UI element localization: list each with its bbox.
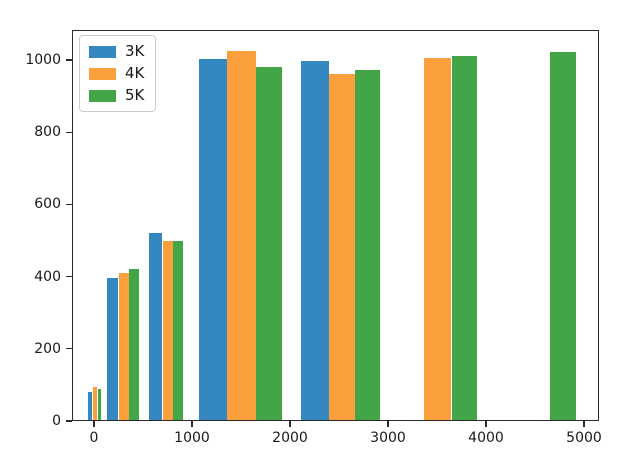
- bar-4k-x10: [93, 386, 97, 420]
- bar-4k-x756: [163, 240, 174, 420]
- legend: 3K 4K 5K: [79, 35, 157, 112]
- legend-item-4k: 4K: [89, 66, 144, 81]
- bar-4k-x2531: [329, 74, 355, 420]
- x-tick-mark: [191, 421, 193, 427]
- x-tick-label: 2000: [272, 430, 308, 446]
- y-tick-mark: [66, 59, 72, 61]
- y-tick-mark: [66, 275, 72, 278]
- y-tick-mark: [66, 203, 72, 206]
- legend-label-4k: 4K: [125, 64, 145, 82]
- y-tick-label: 1000: [25, 52, 61, 68]
- bar-3k-x193: [107, 278, 119, 420]
- bar-5k-x57: [97, 388, 102, 420]
- y-tick-label: 200: [34, 340, 61, 357]
- x-tick-mark: [93, 421, 95, 427]
- bar-5k-x2788: [354, 70, 380, 420]
- y-tick-label: 400: [34, 268, 61, 285]
- x-tick-label: 4000: [468, 430, 504, 446]
- x-tick-mark: [583, 421, 585, 427]
- x-tick-mark: [485, 421, 487, 427]
- bar-4k-x3507: [424, 58, 452, 420]
- legend-swatch-4k: [89, 67, 116, 80]
- y-tick-label: 0: [52, 413, 61, 429]
- x-tick-mark: [387, 421, 389, 427]
- y-tick-label: 800: [34, 124, 61, 141]
- bar-5k-x4784: [549, 52, 576, 420]
- y-tick-mark: [66, 420, 72, 422]
- legend-item-5k: 5K: [89, 88, 144, 103]
- legend-swatch-3k: [89, 45, 116, 58]
- bar-3k-x2253: [301, 60, 329, 420]
- y-tick-mark: [66, 131, 72, 133]
- y-tick-mark: [66, 348, 72, 350]
- y-tick-label: 600: [34, 196, 61, 213]
- legend-swatch-5k: [89, 89, 116, 102]
- bar-3k-x1220: [199, 59, 228, 420]
- bar-5k-x3780: [451, 55, 478, 420]
- legend-label-3k: 3K: [125, 42, 145, 60]
- bar-3k-x-42: [88, 392, 92, 420]
- x-tick-mark: [289, 421, 291, 427]
- bar-5k-x1784: [255, 67, 283, 420]
- x-tick-label: 3000: [370, 430, 406, 446]
- bar-5k-x858: [173, 240, 184, 420]
- x-tick-label: 1000: [174, 430, 210, 446]
- bar-4k-x310: [119, 273, 130, 420]
- x-tick-label: 5000: [566, 430, 602, 446]
- legend-item-3k: 3K: [89, 44, 144, 59]
- x-tick-label: 0: [89, 430, 99, 446]
- legend-label-5k: 5K: [125, 86, 145, 104]
- bar-5k-x413: [129, 269, 140, 420]
- bar-3k-x626: [148, 233, 162, 420]
- bar-4k-x1507: [227, 50, 256, 420]
